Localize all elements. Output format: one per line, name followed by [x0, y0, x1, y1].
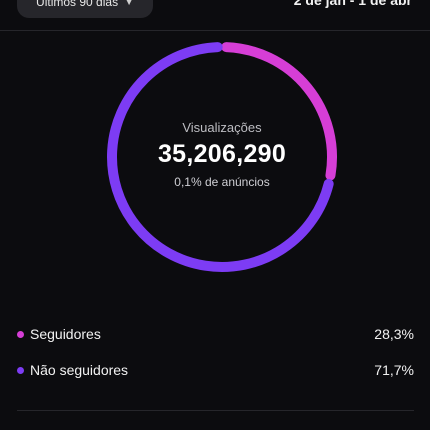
non-followers-segment [107, 42, 334, 272]
date-range: 2 de jan - 1 de abr [293, 0, 412, 8]
donut-center: Visualizações 35,206,290 0,1% de anúncio… [104, 39, 340, 275]
top-bar: Últimos 90 dias ▼ 2 de jan - 1 de abr [0, 0, 430, 31]
period-dropdown[interactable]: Últimos 90 dias ▼ [17, 0, 153, 18]
divider [17, 410, 414, 411]
period-dropdown-label: Últimos 90 dias [36, 0, 119, 9]
legend-label: Não seguidores [30, 362, 129, 378]
legend-label: Seguidores [30, 326, 101, 342]
chevron-down-icon: ▼ [124, 0, 134, 8]
legend-row-non-followers: Não seguidores 71,7% [17, 359, 414, 381]
donut-svg [107, 42, 337, 272]
views-label: Visualizações [182, 119, 262, 135]
legend-row-followers: Seguidores 28,3% [17, 323, 414, 345]
followers-dot [17, 330, 24, 338]
non-followers-dot [17, 366, 24, 374]
views-total: 35,206,290 [157, 139, 287, 168]
legend-value: 28,3% [374, 326, 414, 342]
ads-share: 0,1% de anúncios [174, 174, 270, 189]
views-donut-chart [104, 39, 340, 275]
legend-value: 71,7% [374, 362, 414, 378]
followers-segment [221, 42, 337, 181]
